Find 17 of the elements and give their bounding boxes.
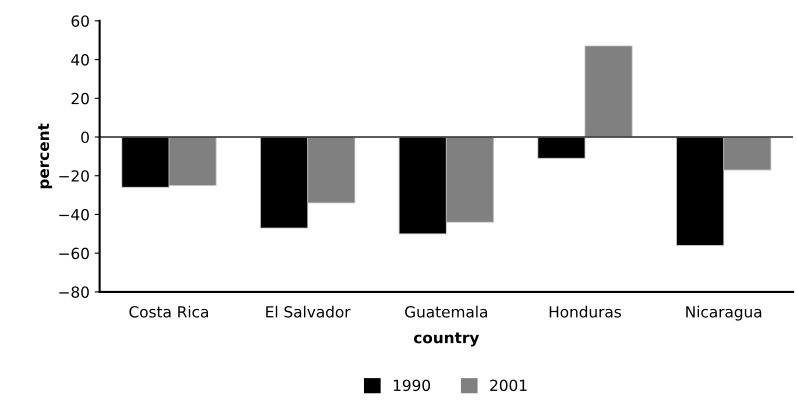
y-tick-label: 0 xyxy=(81,131,89,144)
y-tick-label: −40 xyxy=(59,208,89,220)
y-tick-label: 20 xyxy=(72,92,89,104)
y-axis-title: percent xyxy=(38,124,52,188)
x-axis-title: country xyxy=(414,332,480,346)
x-tick-label: El Salvador xyxy=(266,306,351,318)
legend-label: 1990 xyxy=(394,380,430,392)
y-tick-label: −20 xyxy=(59,170,89,182)
x-tick-label: Honduras xyxy=(550,306,622,318)
y-tick-label: 40 xyxy=(71,54,89,66)
x-tick-label: Nicaragua xyxy=(686,306,762,321)
y-tick-label: 60 xyxy=(72,15,89,27)
x-tick-label: Guatemala xyxy=(405,306,487,318)
y-tick-label: −80 xyxy=(59,286,89,298)
x-tick-label: Costa Rica xyxy=(129,306,208,318)
y-tick-label: −60 xyxy=(59,248,89,260)
legend-label: 2001 xyxy=(490,380,527,392)
